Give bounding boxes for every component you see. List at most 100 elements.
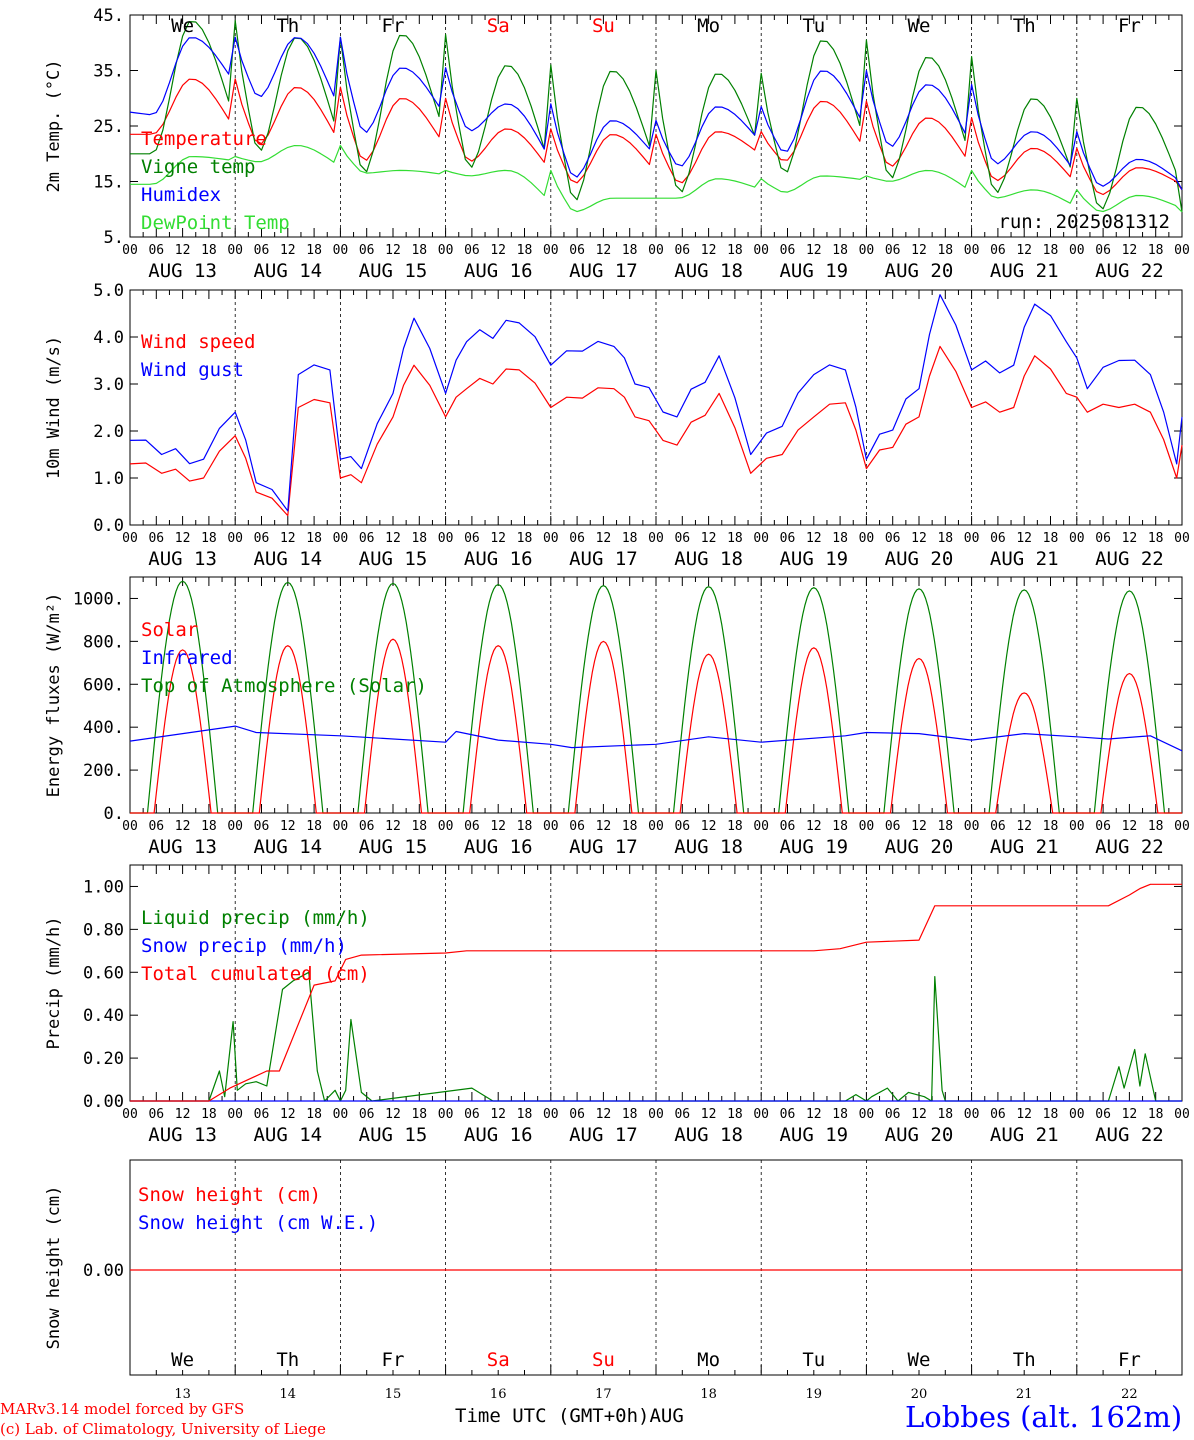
hour-tick-label: 00 bbox=[227, 243, 243, 258]
legend-total-cumulated-cm: Total cumulated (cm) bbox=[141, 963, 370, 985]
date-label: AUG 22 bbox=[1095, 548, 1164, 570]
date-label: AUG 22 bbox=[1095, 836, 1164, 858]
date-label: AUG 20 bbox=[885, 1124, 954, 1146]
legend-infrared: Infrared bbox=[141, 647, 233, 669]
hour-tick-label: 18 bbox=[411, 531, 427, 546]
panel-3: 00 06 12 18 00 06 12 18 00 06 12 18 00 06 12 18 00 06 12 18… bbox=[44, 576, 1190, 858]
hour-tick-label: 12 bbox=[1016, 819, 1032, 834]
weekday-label: Sa bbox=[487, 1349, 510, 1371]
hour-tick-label: 00 bbox=[859, 819, 875, 834]
hour-tick-label: 06 bbox=[885, 243, 901, 258]
hour-tick-label: 12 bbox=[385, 819, 401, 834]
hour-tick-label: 00 bbox=[227, 1107, 243, 1122]
hour-tick-label: 12 bbox=[911, 243, 927, 258]
weekday-label: Th bbox=[276, 15, 299, 37]
date-label: AUG 15 bbox=[359, 548, 428, 570]
day-number-label: 18 bbox=[700, 1387, 717, 1402]
hour-tick-label: 06 bbox=[359, 243, 375, 258]
hour-tick-label: 06 bbox=[254, 243, 270, 258]
hour-tick-label: 18 bbox=[201, 243, 217, 258]
series-humidex bbox=[129, 36, 1183, 191]
y-tick-label: 3.0 bbox=[93, 375, 124, 395]
hour-tick-label: 00 bbox=[333, 531, 349, 546]
hour-tick-label: 12 bbox=[280, 243, 296, 258]
weekday-label: We bbox=[171, 1349, 194, 1371]
hour-tick-label: 12 bbox=[175, 531, 191, 546]
hour-tick-label: 12 bbox=[280, 819, 296, 834]
y-tick-label: 0. bbox=[104, 804, 124, 824]
x-axis-month: AUG bbox=[649, 1405, 684, 1427]
date-label: AUG 21 bbox=[990, 836, 1059, 858]
legend-dewpoint-temp: DewPoint Temp bbox=[141, 212, 290, 234]
hour-tick-label: 12 bbox=[806, 531, 822, 546]
hour-tick-label: 00 bbox=[438, 243, 454, 258]
hour-tick-label: 00 bbox=[648, 819, 664, 834]
hour-tick-label: 12 bbox=[385, 1107, 401, 1122]
hour-tick-label: 18 bbox=[832, 1107, 848, 1122]
y-axis-label: Energy fluxes (W/m²) bbox=[44, 593, 64, 798]
y-tick-label: 5.0 bbox=[93, 281, 124, 301]
hour-tick-label: 12 bbox=[911, 531, 927, 546]
hour-tick-label: 00 bbox=[543, 243, 559, 258]
day-number-label: 19 bbox=[806, 1387, 823, 1402]
hour-tick-label: 00 bbox=[1174, 243, 1190, 258]
hour-tick-label: 06 bbox=[148, 243, 164, 258]
hour-tick-label: 12 bbox=[806, 1107, 822, 1122]
hour-tick-label: 12 bbox=[701, 243, 717, 258]
y-tick-label: 1000. bbox=[73, 589, 124, 609]
x-axis-title: Time UTC (GMT+0h) bbox=[455, 1405, 650, 1427]
hour-tick-label: 18 bbox=[727, 819, 743, 834]
date-label: AUG 13 bbox=[148, 260, 217, 282]
weekday-label: We bbox=[908, 15, 931, 37]
hour-tick-label: 18 bbox=[727, 531, 743, 546]
hour-tick-label: 00 bbox=[438, 531, 454, 546]
hour-tick-label: 06 bbox=[780, 531, 796, 546]
day-number-label: 13 bbox=[174, 1387, 191, 1402]
hour-tick-label: 06 bbox=[674, 819, 690, 834]
y-tick-label: 400. bbox=[83, 718, 124, 738]
hour-tick-label: 00 bbox=[543, 819, 559, 834]
lab-credit: (c) Lab. of Climatology, University of L… bbox=[0, 1420, 326, 1438]
hour-tick-label: 18 bbox=[517, 1107, 533, 1122]
hour-tick-label: 00 bbox=[964, 1107, 980, 1122]
date-label: AUG 21 bbox=[990, 1124, 1059, 1146]
date-label: AUG 20 bbox=[885, 836, 954, 858]
date-label: AUG 15 bbox=[359, 1124, 428, 1146]
y-tick-label: 800. bbox=[83, 632, 124, 652]
hour-tick-label: 06 bbox=[780, 243, 796, 258]
hour-tick-label: 06 bbox=[464, 1107, 480, 1122]
panel-4: 00 06 12 18 00 06 12 18 00 06 12 18 00 06 12 18 00 06 12 18… bbox=[44, 864, 1190, 1146]
hour-tick-label: 12 bbox=[596, 531, 612, 546]
hour-tick-label: 00 bbox=[753, 1107, 769, 1122]
hour-tick-label: 12 bbox=[701, 531, 717, 546]
y-tick-label: 0.00 bbox=[83, 1261, 124, 1281]
hour-tick-label: 06 bbox=[990, 531, 1006, 546]
x-axis-label: Time UTC (GMT+0h)AUG bbox=[455, 1405, 684, 1427]
y-tick-label: 200. bbox=[83, 761, 124, 781]
hour-tick-label: 18 bbox=[517, 243, 533, 258]
date-label: AUG 19 bbox=[779, 260, 848, 282]
hour-tick-label: 06 bbox=[780, 1107, 796, 1122]
hour-tick-label: 18 bbox=[1148, 819, 1164, 834]
hour-tick-label: 18 bbox=[832, 819, 848, 834]
y-tick-label: 600. bbox=[83, 675, 124, 695]
series-solar bbox=[130, 638, 1182, 814]
hour-tick-label: 18 bbox=[622, 243, 638, 258]
hour-tick-label: 18 bbox=[937, 1107, 953, 1122]
hour-tick-label: 06 bbox=[254, 531, 270, 546]
hour-tick-label: 00 bbox=[648, 531, 664, 546]
series-wind-speed bbox=[129, 345, 1183, 517]
date-label: AUG 15 bbox=[359, 836, 428, 858]
hour-tick-label: 12 bbox=[596, 1107, 612, 1122]
date-label: AUG 21 bbox=[990, 548, 1059, 570]
date-label: AUG 17 bbox=[569, 548, 638, 570]
y-tick-label: 0.60 bbox=[83, 963, 124, 983]
hour-tick-label: 12 bbox=[1016, 1107, 1032, 1122]
hour-tick-label: 00 bbox=[1069, 243, 1085, 258]
date-label: AUG 22 bbox=[1095, 260, 1164, 282]
weekday-label: Th bbox=[1013, 15, 1036, 37]
legend-liquid-precip-mm-h: Liquid precip (mm/h) bbox=[141, 907, 370, 929]
hour-tick-label: 00 bbox=[753, 243, 769, 258]
hour-tick-label: 12 bbox=[1122, 1107, 1138, 1122]
hour-tick-label: 12 bbox=[280, 531, 296, 546]
